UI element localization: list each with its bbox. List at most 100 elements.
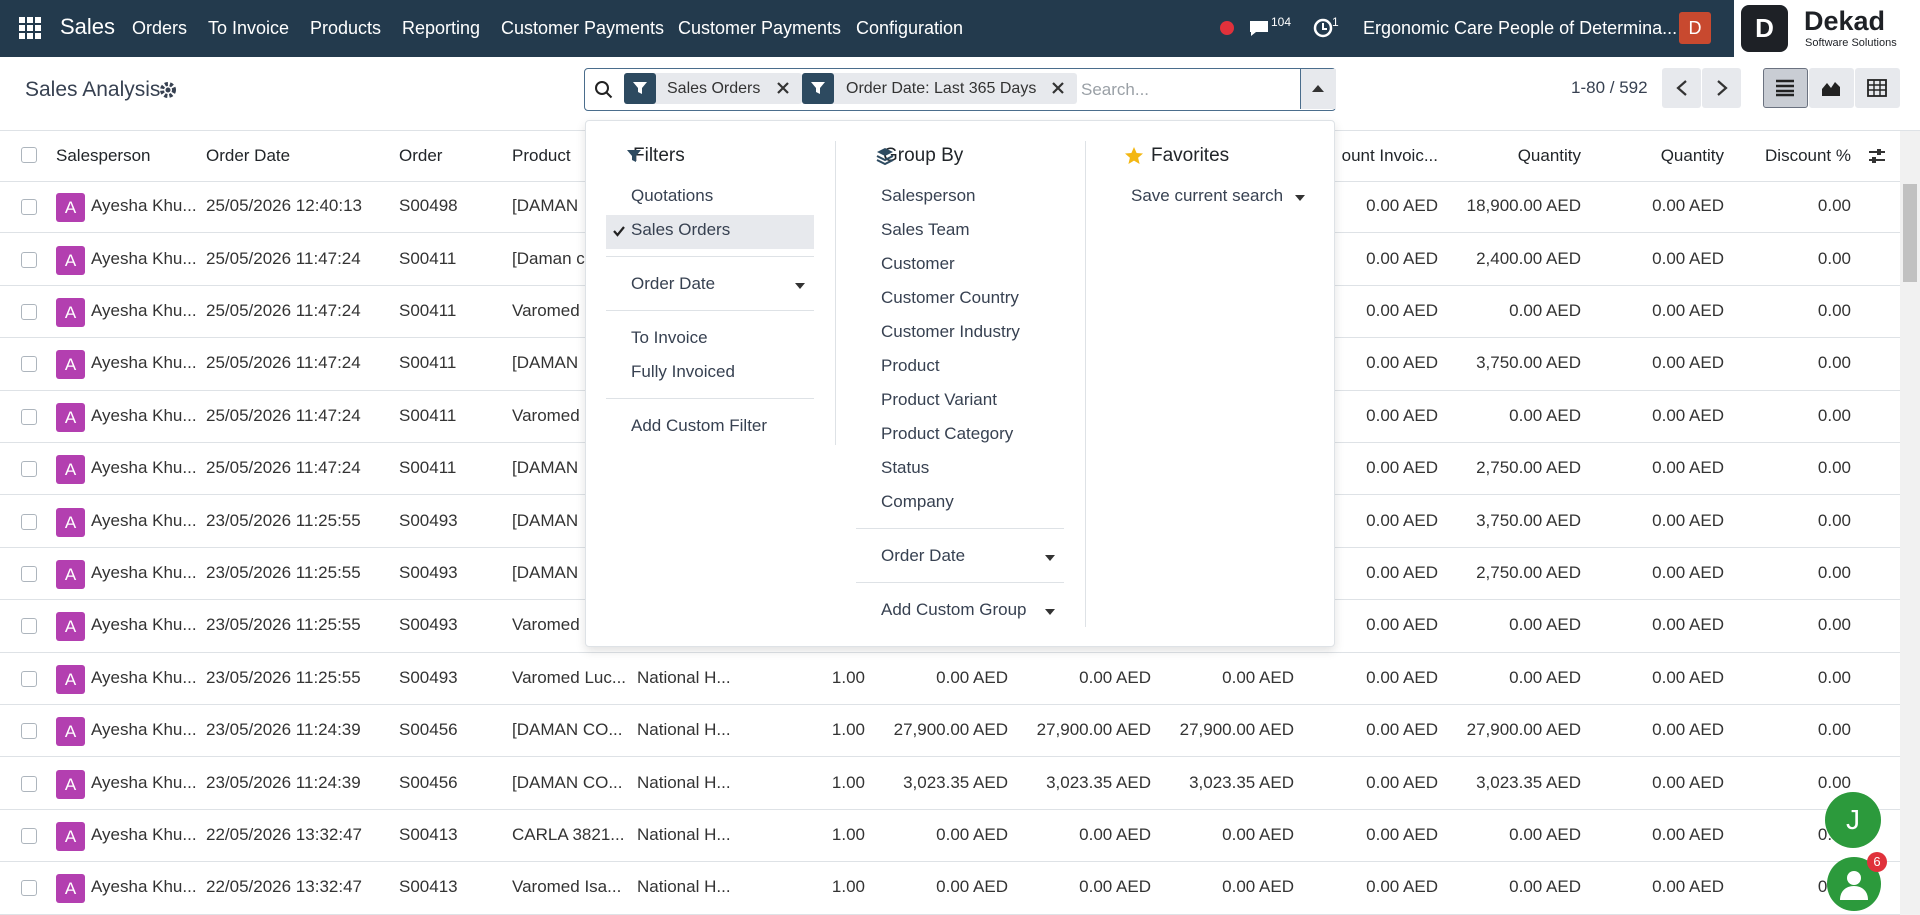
salesperson-avatar: A [56, 350, 85, 380]
row-checkbox[interactable] [21, 251, 37, 268]
column-header[interactable]: Quantity [1660, 146, 1724, 165]
dropdown-separator [606, 256, 814, 257]
table-cell: Ayesha Khu... [91, 196, 197, 216]
table-row[interactable] [0, 705, 1900, 758]
table-row[interactable] [0, 653, 1900, 705]
item-caret [1295, 195, 1305, 201]
table-cell: Varomed [512, 615, 580, 635]
dropdown-item[interactable]: Add Custom Group [881, 600, 1027, 619]
select-all[interactable] [21, 147, 37, 163]
dropdown-item[interactable]: Sales Team [881, 220, 970, 239]
row-checkbox[interactable] [21, 461, 37, 478]
facet-remove[interactable] [1051, 81, 1065, 95]
row-checkbox[interactable] [21, 356, 37, 373]
nav-menu-item[interactable]: Customer Payments [678, 18, 842, 38]
dropdown-header: Favorites [1151, 145, 1230, 166]
nav-menu-item[interactable]: Orders [132, 18, 188, 38]
table-cell: 0.00 AED [1366, 877, 1438, 897]
table-row[interactable] [0, 757, 1900, 810]
row-checkbox[interactable] [21, 566, 37, 582]
dropdown-item[interactable]: Order Date [631, 274, 716, 293]
pivot-view[interactable] [1855, 68, 1900, 108]
column-header[interactable]: Quantity [1517, 146, 1581, 165]
table-cell: 0.00 AED [1652, 248, 1724, 268]
nav-menu-item[interactable]: To Invoice [208, 18, 290, 38]
settings-gear[interactable] [159, 81, 177, 99]
chat-icon[interactable] [1248, 18, 1270, 38]
dropdown-item[interactable]: Quotations [631, 186, 714, 205]
pager-prev[interactable] [1662, 68, 1701, 108]
pager-next[interactable] [1702, 68, 1741, 108]
table-cell: S00411 [399, 405, 457, 425]
facet-filter-icon [811, 82, 825, 94]
row-checkbox[interactable] [21, 513, 37, 530]
table-cell: 23/05/2026 11:25:55 [206, 510, 361, 530]
table-row[interactable] [0, 810, 1900, 863]
activity-icon[interactable] [1312, 17, 1334, 39]
table-row[interactable] [0, 600, 1900, 653]
pager-arrow [1717, 80, 1728, 96]
table-cell: 0.00 [1817, 772, 1851, 792]
dropdown-item[interactable]: Fully Invoiced [631, 362, 735, 381]
nav-menu-item[interactable]: Reporting [402, 18, 481, 38]
layers-icon [876, 148, 894, 166]
dropdown-item[interactable]: To Invoice [631, 328, 708, 347]
nav-menu-item[interactable]: Products [310, 18, 382, 38]
status-dot [1220, 21, 1234, 35]
row-checkbox[interactable] [21, 618, 37, 635]
row-checkbox[interactable] [21, 304, 37, 320]
table-cell: 0.00 AED [1652, 667, 1724, 687]
table-cell: Ayesha Khu... [91, 458, 197, 478]
dropdown-item[interactable]: Sales Orders [631, 220, 731, 239]
table-cell: 0.00 AED [1652, 301, 1724, 320]
dropdown-item[interactable]: Order Date [881, 546, 966, 565]
dropdown-item[interactable]: Customer Country [881, 288, 1019, 307]
list-view[interactable] [1763, 68, 1808, 108]
salesperson-avatar: A [56, 298, 85, 327]
column-header[interactable]: Order [399, 146, 443, 165]
row-checkbox[interactable] [21, 199, 37, 216]
dropdown-item[interactable]: Company [881, 492, 954, 511]
table-cell: 25/05/2026 12:40:13 [206, 196, 362, 216]
table-cell: 0.00 AED [1509, 405, 1581, 425]
row-checkbox[interactable] [21, 828, 37, 844]
dropdown-item[interactable]: Status [881, 458, 930, 477]
company-name[interactable]: Ergonomic Care People of Determina... [1363, 18, 1678, 38]
table-row[interactable] [0, 862, 1900, 915]
row-checkbox[interactable] [21, 408, 37, 425]
salesperson-avatar: A [56, 455, 85, 485]
pivot-icon [1867, 79, 1887, 97]
dropdown-item[interactable]: Customer [881, 254, 955, 273]
row-checkbox[interactable] [21, 723, 37, 740]
user-avatar[interactable]: D [1679, 12, 1711, 44]
assistant-button[interactable]: J [1825, 792, 1881, 848]
dropdown-item[interactable]: Add Custom Filter [631, 416, 768, 435]
dropdown-item[interactable]: Salesperson [881, 186, 976, 205]
nav-menu-item[interactable]: Customer Payments [501, 18, 665, 38]
column-header[interactable]: Discount % [1765, 146, 1851, 165]
table-cell: CARLA 3821... [512, 825, 625, 844]
table-cell: 0.00 AED [1652, 405, 1724, 425]
search-input[interactable]: Search... [1081, 80, 1150, 99]
column-header[interactable]: Product [512, 146, 571, 165]
app-name[interactable]: Sales [60, 14, 116, 39]
row-checkbox[interactable] [21, 775, 37, 792]
dropdown-item[interactable]: Customer Industry [881, 322, 1020, 341]
scrollbar-thumb[interactable] [1903, 184, 1917, 282]
column-header[interactable]: Order Date [206, 146, 291, 165]
column-header[interactable]: Salesperson [56, 146, 151, 165]
row-checkbox[interactable] [21, 880, 37, 897]
dropdown-item[interactable]: Product [881, 356, 940, 375]
column-header[interactable]: ount Invoic... [1341, 146, 1438, 165]
table-cell: 0.00 AED [1509, 301, 1581, 320]
nav-menu-item[interactable]: Configuration [856, 18, 964, 38]
dropdown-item[interactable]: Product Category [881, 424, 1014, 443]
apps-icon[interactable] [19, 17, 41, 39]
dropdown-item[interactable]: Save current search [1131, 186, 1284, 205]
table-cell: Ayesha Khu... [91, 772, 197, 792]
optional-columns[interactable] [1868, 147, 1886, 165]
dropdown-item[interactable]: Product Variant [881, 390, 997, 409]
facet-remove[interactable] [776, 81, 790, 95]
table-cell: 23/05/2026 11:25:55 [206, 615, 361, 635]
row-checkbox[interactable] [21, 670, 37, 687]
